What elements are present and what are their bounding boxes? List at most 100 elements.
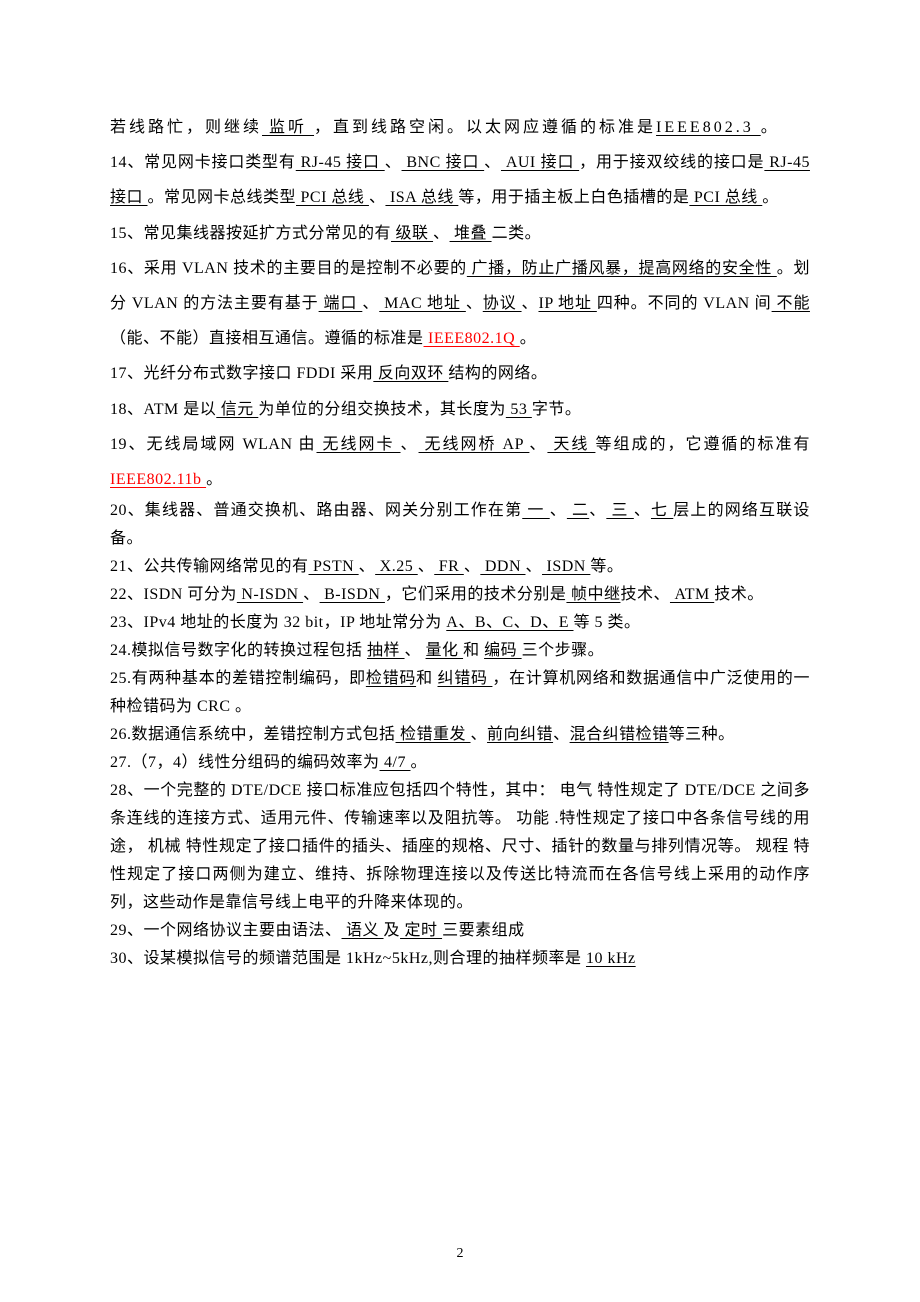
text: 等三种。 <box>669 726 735 743</box>
text: 20、集线器、普通交换机、路由器、网关分别工作在第 <box>110 502 522 519</box>
text: 三要素组成 <box>442 922 525 939</box>
text: 24.模拟信号数字化的转换过程包括 <box>110 642 367 659</box>
question-18: 18、ATM 是以 信元 为单位的分组交换技术，其长度为 53 字节。 <box>110 392 810 427</box>
text: 。 <box>410 754 427 771</box>
answer: PCI 总线 <box>296 189 369 206</box>
sep: 、 <box>522 295 539 312</box>
text: 16、采用 VLAN 技术的主要目的是控制不必要的 <box>110 260 467 277</box>
question-13-cont: 若线路忙，则继续 监听 ，直到线路空闲。以太网应遵循的标准是IEEE802.3 … <box>110 110 810 145</box>
answer: IEEE802.3 <box>656 119 761 136</box>
question-30: 30、设某模拟信号的频谱范围是 1kHz~5kHz,则合理的抽样频率是 10 k… <box>110 945 810 973</box>
sep: 、 <box>464 558 481 575</box>
answer: 帧中继 <box>566 586 620 603</box>
question-24: 24.模拟信号数字化的转换过程包括 抽样 、 量化 和 编码 三个步骤。 <box>110 637 810 665</box>
answer: DDN <box>480 558 525 575</box>
document-page: 若线路忙，则继续 监听 ，直到线路空闲。以太网应遵循的标准是IEEE802.3 … <box>0 0 920 1302</box>
text: 为单位的分组交换技术，其长度为 <box>258 401 506 418</box>
text: 等，用于插主板上白色插槽的是 <box>458 189 689 206</box>
answer: PSTN <box>309 558 359 575</box>
answer: 抽样 <box>367 642 405 659</box>
answer: AUI 接口 <box>501 154 579 171</box>
text: 28、一个完整的 DTE/DCE 接口标准应包括四个特性，其中： 电气 特性规定… <box>110 782 810 911</box>
page-number: 2 <box>0 1246 920 1262</box>
question-28: 28、一个完整的 DTE/DCE 接口标准应包括四个特性，其中： 电气 特性规定… <box>110 777 810 917</box>
sep: 、 <box>418 558 435 575</box>
answer: 二 <box>567 502 589 519</box>
answer: 编码 <box>484 642 522 659</box>
question-16: 16、采用 VLAN 技术的主要目的是控制不必要的 广播，防止广播风暴，提高网络… <box>110 251 810 357</box>
answer: 10 kHz <box>586 950 636 967</box>
answer-red: IEEE802.1Q <box>424 330 520 347</box>
text: 18、ATM 是以 <box>110 401 216 418</box>
text: 。 <box>206 471 223 488</box>
answer: PCI 总线 <box>689 189 762 206</box>
text: 15、常见集线器按延扩方式分常见的有 <box>110 225 391 242</box>
text: 29、一个网络协议主要由语法、 <box>110 922 342 939</box>
text: 27.（7，4）线性分组码的编码效率为 <box>110 754 380 771</box>
answer: 监听 <box>262 119 314 136</box>
text: 技术、 <box>620 586 670 603</box>
text: ，直到线路空闲。以太网应遵循的标准是 <box>314 119 656 136</box>
text: 。常见网卡总线类型 <box>148 189 297 206</box>
text: 等组成的，它遵循的标准有 <box>595 436 810 453</box>
text: 17、光纤分布式数字接口 FDDI 采用 <box>110 365 373 382</box>
answer: 协议 <box>483 295 522 312</box>
answer: FR <box>434 558 464 575</box>
question-22: 22、ISDN 可分为 N-ISDN 、 B-ISDN ，它们采用的技术分别是 … <box>110 581 810 609</box>
text: 19、无线局域网 WLAN 由 <box>110 436 317 453</box>
text: 等。 <box>590 558 623 575</box>
question-26: 26.数据通信系统中，差错控制方式包括 检错重发 、前向纠错、混合纠错检错等三种… <box>110 721 810 749</box>
answer: 广播，防止广播风暴，提高网络的安全性 <box>467 260 777 277</box>
answer: 反向双环 <box>373 365 448 382</box>
question-17: 17、光纤分布式数字接口 FDDI 采用 反向双环 结构的网络。 <box>110 356 810 391</box>
answer: 级联 <box>391 225 433 242</box>
sep: 、 <box>634 502 651 519</box>
answer: RJ-45 接口 <box>296 154 385 171</box>
text: 14、常见网卡接口类型有 <box>110 154 296 171</box>
text: 。 <box>520 330 537 347</box>
answer: ISDN <box>542 558 590 575</box>
answer: 信元 <box>216 401 258 418</box>
question-29: 29、一个网络协议主要由语法、 语义 及 定时 三要素组成 <box>110 917 810 945</box>
question-20: 20、集线器、普通交换机、路由器、网关分别工作在第 一 、 二、 三 、七 层上… <box>110 497 810 553</box>
question-19: 19、无线局域网 WLAN 由 无线网卡 、 无线网桥 AP 、 天线 等组成的… <box>110 427 810 497</box>
text: 技术。 <box>714 586 764 603</box>
question-15: 15、常见集线器按延扩方式分常见的有 级联 、 堆叠 二类。 <box>110 216 810 251</box>
sep: 、 <box>401 436 419 453</box>
question-27: 27.（7，4）线性分组码的编码效率为 4/7 。 <box>110 749 810 777</box>
text: 三个步骤。 <box>522 642 605 659</box>
answer: 语义 <box>342 922 384 939</box>
text: 22、ISDN 可分为 <box>110 586 237 603</box>
answer: N-ISDN <box>237 586 303 603</box>
text: 四种。不同的 VLAN 间 <box>597 295 772 312</box>
answer: 检错码 <box>366 670 416 687</box>
answer: 无线网桥 AP <box>419 436 530 453</box>
text: 等 5 类。 <box>574 614 641 631</box>
text: 。 <box>762 189 779 206</box>
text: （能、不能）直接相互通信。遵循的标准是 <box>110 330 424 347</box>
text: 23、IPv4 地址的长度为 32 bit，IP 地址常分为 <box>110 614 446 631</box>
answer: 混合纠错检错 <box>570 726 669 743</box>
answer: A、B、C、D、E <box>446 614 573 631</box>
answer: 七 <box>651 502 673 519</box>
sep: 、 <box>359 558 376 575</box>
sep: 、 <box>589 502 606 519</box>
sep: 、 <box>362 295 379 312</box>
answer: B-ISDN <box>320 586 385 603</box>
answer: 端口 <box>319 295 363 312</box>
sep: 、 <box>484 154 501 171</box>
answer: IP 地址 <box>538 295 596 312</box>
sep: 、 <box>433 225 450 242</box>
text: 26.数据通信系统中，差错控制方式包括 <box>110 726 396 743</box>
text: 二类。 <box>492 225 542 242</box>
answer: 天线 <box>547 436 595 453</box>
sep: 、 <box>405 642 426 659</box>
text: 结构的网络。 <box>448 365 547 382</box>
sep: 、 <box>526 558 543 575</box>
answer: 53 <box>506 401 532 418</box>
answer: BNC 接口 <box>402 154 485 171</box>
sep: 、 <box>550 502 567 519</box>
text: 25.有两种基本的差错控制编码，即 <box>110 670 366 687</box>
question-21: 21、公共传输网络常见的有 PSTN 、 X.25 、 FR 、 DDN 、 I… <box>110 553 810 581</box>
question-23: 23、IPv4 地址的长度为 32 bit，IP 地址常分为 A、B、C、D、E… <box>110 609 810 637</box>
